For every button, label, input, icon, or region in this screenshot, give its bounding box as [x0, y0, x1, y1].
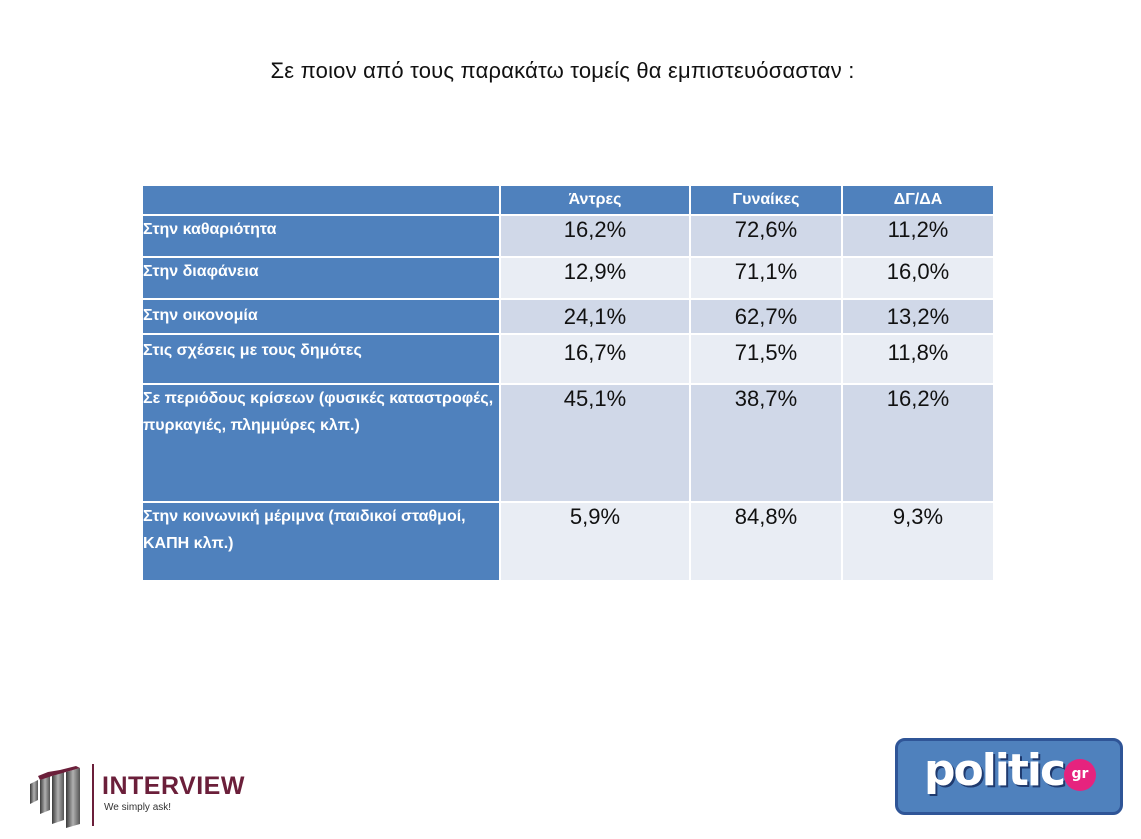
cell-dk-na: 11,8% [843, 335, 993, 385]
row-label: Στην οικονομία [143, 300, 501, 335]
politic-gr-badge: gr [1064, 759, 1096, 791]
row-label: Στην καθαριότητα [143, 216, 501, 258]
cell-men: 16,7% [501, 335, 691, 385]
row-label: Στην διαφάνεια [143, 258, 501, 300]
cell-women: 62,7% [691, 300, 843, 335]
row-label: Στην κοινωνική μέριμνα (παιδικοί σταθμοί… [143, 503, 501, 582]
table-header-row: Άντρες Γυναίκες ΔΓ/ΔΑ [143, 186, 993, 216]
interview-logo: INTERVIEW We simply ask! [28, 762, 278, 828]
table-row: Στην διαφάνεια 12,9% 71,1% 16,0% [143, 258, 993, 300]
politic-logo: politic gr [895, 738, 1123, 815]
cell-men: 5,9% [501, 503, 691, 582]
table-row: Στην οικονομία 24,1% 62,7% 13,2% [143, 300, 993, 335]
header-corner [143, 186, 501, 216]
table-row: Στην καθαριότητα 16,2% 72,6% 11,2% [143, 216, 993, 258]
cell-women: 71,1% [691, 258, 843, 300]
interview-bars-icon [30, 764, 94, 828]
cell-men: 45,1% [501, 385, 691, 503]
politic-wordmark: politic [924, 745, 1066, 796]
cell-dk-na: 16,2% [843, 385, 993, 503]
politic-gr-text: gr [1071, 766, 1089, 782]
cell-women: 72,6% [691, 216, 843, 258]
header-men: Άντρες [501, 186, 691, 216]
row-label: Σε περιόδους κρίσεων (φυσικές καταστροφέ… [143, 385, 501, 503]
page-title: Σε ποιον από τους παρακάτω τομείς θα εμπ… [270, 58, 855, 83]
cell-dk-na: 11,2% [843, 216, 993, 258]
cell-dk-na: 13,2% [843, 300, 993, 335]
cell-dk-na: 9,3% [843, 503, 993, 582]
cell-dk-na: 16,0% [843, 258, 993, 300]
table-row: Στις σχέσεις με τους δημότες 16,7% 71,5%… [143, 335, 993, 385]
table-row: Σε περιόδους κρίσεων (φυσικές καταστροφέ… [143, 385, 993, 503]
cell-men: 16,2% [501, 216, 691, 258]
interview-wordmark: INTERVIEW [102, 772, 245, 800]
survey-table: Άντρες Γυναίκες ΔΓ/ΔΑ Στην καθαριότητα 1… [143, 186, 993, 582]
header-women: Γυναίκες [691, 186, 843, 216]
table-row: Στην κοινωνική μέριμνα (παιδικοί σταθμοί… [143, 503, 993, 582]
interview-tagline: We simply ask! [104, 802, 172, 813]
cell-men: 12,9% [501, 258, 691, 300]
cell-women: 71,5% [691, 335, 843, 385]
cell-women: 38,7% [691, 385, 843, 503]
cell-women: 84,8% [691, 503, 843, 582]
header-dk-na: ΔΓ/ΔΑ [843, 186, 993, 216]
row-label: Στις σχέσεις με τους δημότες [143, 335, 501, 385]
cell-men: 24,1% [501, 300, 691, 335]
